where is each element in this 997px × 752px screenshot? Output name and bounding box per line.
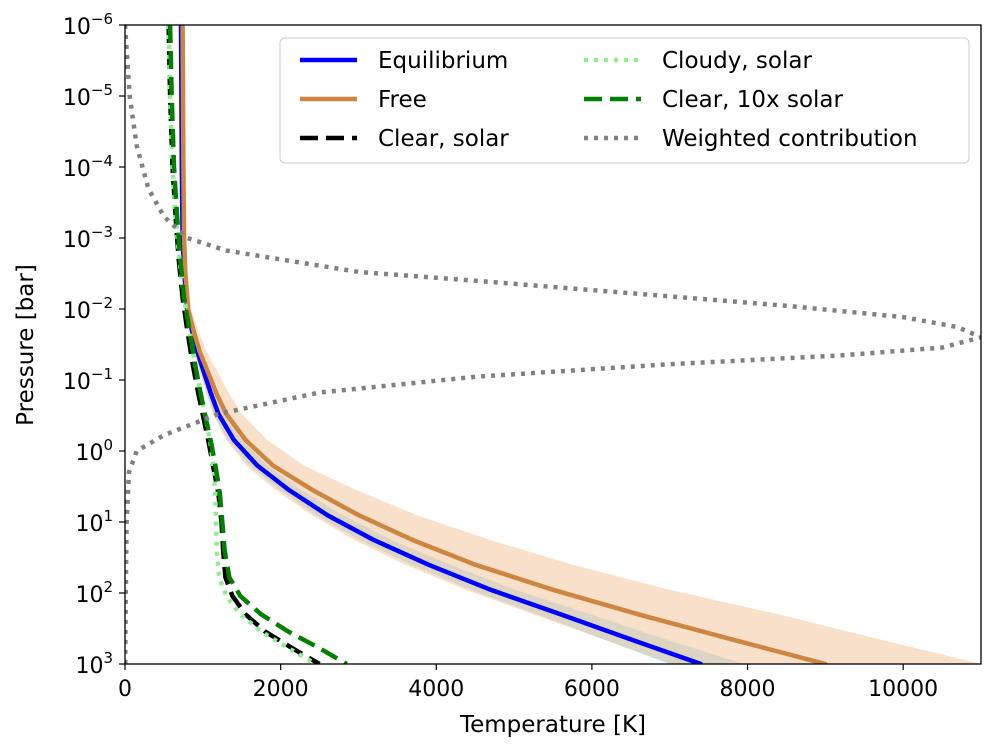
- x-tick-label: 2000: [253, 677, 309, 702]
- x-tick-label: 4000: [408, 677, 464, 702]
- y-tick-label: 10−5: [63, 81, 113, 111]
- x-tick-label: 8000: [720, 677, 776, 702]
- series-line-5: [125, 25, 981, 664]
- x-tick-label: 6000: [564, 677, 620, 702]
- x-tick-label: 0: [118, 677, 132, 702]
- y-tick-label: 10−3: [63, 223, 113, 253]
- y-tick-label: 10−1: [63, 365, 113, 395]
- y-tick-label: 102: [75, 578, 113, 608]
- legend-label-4: Clear, 10x solar: [662, 87, 844, 113]
- legend: Equilibrium Free Clear, solar Cloudy, solar…: [279, 37, 970, 164]
- legend-label-1: Free: [378, 87, 427, 113]
- y-tick-label: 100: [75, 436, 113, 466]
- legend-label-5: Weighted contribution: [662, 126, 918, 152]
- legend-label-3: Cloudy, solar: [662, 48, 812, 74]
- plot-frame: [124, 24, 982, 665]
- x-tick-label: 10000: [868, 677, 938, 702]
- y-tick-label: 101: [75, 507, 113, 537]
- y-tick-label: 10−2: [63, 294, 113, 324]
- y-tick-label: 10−4: [63, 152, 113, 182]
- series-band-1: [181, 25, 981, 664]
- legend-label-0: Equilibrium: [378, 48, 508, 74]
- series-line-4: [167, 25, 348, 664]
- legend-label-2: Clear, solar: [378, 126, 509, 152]
- y-tick-label: 10−6: [63, 10, 113, 40]
- x-axis-label: Temperature [K]: [459, 712, 646, 738]
- y-axis-label: Pressure [bar]: [13, 264, 39, 426]
- y-tick-label: 103: [75, 649, 113, 679]
